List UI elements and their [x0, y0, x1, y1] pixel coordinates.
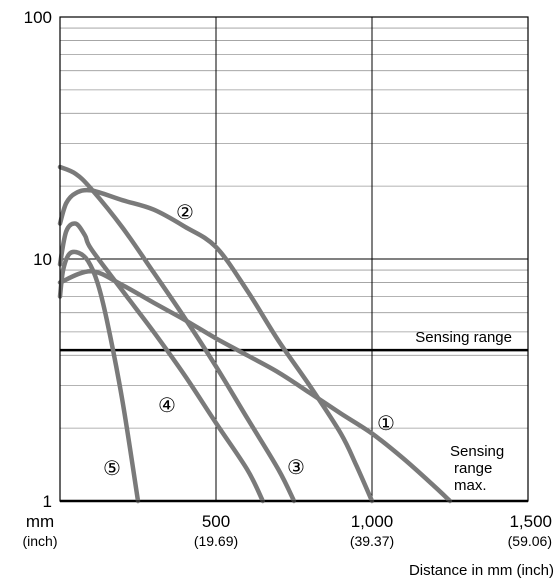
- x-tick-sublabel: (39.37): [350, 533, 394, 549]
- x-tick-sublabel: (19.69): [194, 533, 238, 549]
- curve-2: [57, 187, 375, 504]
- sensing-range-label: Sensing range: [415, 329, 512, 346]
- x-unit-sublabel: (inch): [22, 533, 57, 549]
- y-tick-label: 10: [33, 250, 52, 269]
- x-tick-labels: 500 (19.69) 1,000 (39.37) 1,500 (59.06): [194, 512, 552, 549]
- curves: [57, 164, 453, 504]
- x-tick-label: 1,000: [351, 512, 394, 531]
- y-tick-label: 1: [43, 492, 52, 511]
- x-axis-title: Distance in mm (inch): [409, 562, 554, 579]
- plot-frame: [59, 16, 529, 502]
- curve-5: [57, 249, 141, 504]
- reference-line-labels: Sensing range Sensing range max.: [415, 329, 512, 494]
- y-tick-labels: 1 10 100: [24, 8, 52, 511]
- curve-marker-3: ③: [287, 457, 305, 479]
- curve-marker-2: ②: [176, 202, 194, 224]
- y-tick-label: 100: [24, 8, 52, 27]
- curve-marker-1: ①: [377, 413, 395, 435]
- curve-marker-4: ④: [158, 395, 176, 417]
- x-tick-sublabel: (59.06): [508, 533, 552, 549]
- x-tick-label: 500: [202, 512, 230, 531]
- curve-3: [57, 164, 297, 504]
- sensing-range-max-label: Sensing range max.: [450, 443, 504, 494]
- curve-markers: ① ② ③ ④ ⑤: [103, 202, 395, 480]
- x-tick-label: 1,500: [509, 512, 552, 531]
- curve-marker-5: ⑤: [103, 458, 121, 480]
- x-unit-label: mm: [26, 512, 54, 531]
- plot-border: [59, 16, 529, 502]
- curve-4: [57, 221, 266, 504]
- curve-1: [57, 268, 453, 504]
- grid: [60, 16, 529, 502]
